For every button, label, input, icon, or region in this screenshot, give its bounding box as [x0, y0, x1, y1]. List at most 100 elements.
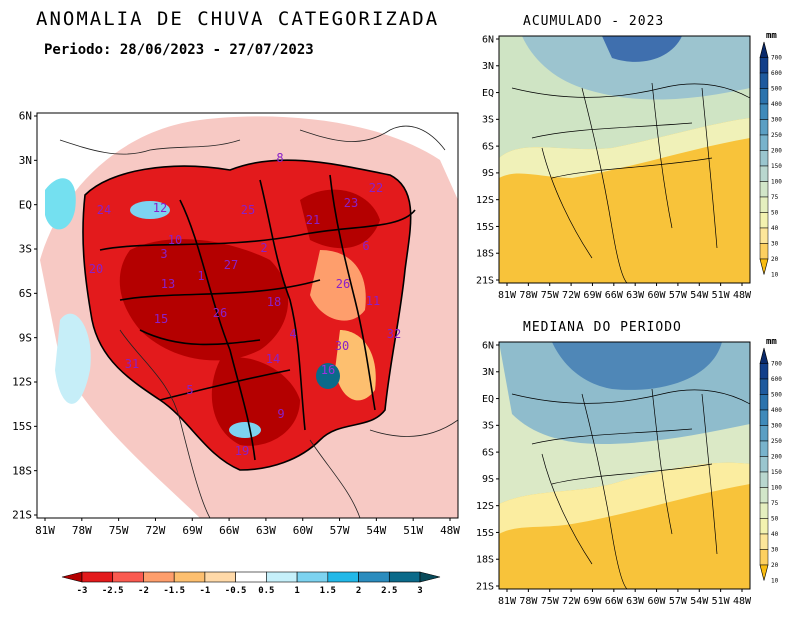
mm-colorbar-tick-label: 600	[771, 70, 782, 77]
basin-label: 15	[154, 312, 168, 326]
acumulado-rivers	[511, 82, 750, 283]
mm-colorbar-arrow-top	[759, 41, 769, 58]
lon-tick-label: 63W	[626, 596, 645, 607]
mm-colorbar-swatch	[759, 212, 769, 229]
lat-tick-label: 18S	[12, 464, 32, 477]
colorbar-swatch	[143, 571, 175, 583]
basin-label: 13	[161, 277, 175, 291]
basin-label: 19	[235, 444, 249, 458]
mm-colorbar-tick-label: 50	[771, 210, 779, 217]
transition-region	[499, 462, 750, 534]
colorbar-tick-label: -2.5	[102, 586, 124, 596]
mm-colorbar-tick-label: 500	[771, 86, 782, 93]
mediana-rivers	[511, 388, 750, 589]
lat-tick-label: 3N	[19, 154, 32, 167]
colorbar-tick-label: -1	[199, 586, 210, 596]
colorbar-swatch	[204, 571, 236, 583]
mediana-lon-axis: 81W 78W 75W 72W 69W 66W 63W 60W 57W 54W 51W 48W	[498, 589, 752, 607]
mm-colorbar-swatch	[759, 518, 769, 535]
lon-tick-label: 57W	[669, 290, 688, 301]
basin-label: 1	[197, 269, 204, 283]
basin-moderate-east	[310, 250, 366, 321]
lat-tick-label: 6S	[19, 287, 32, 300]
wet-spot-south	[229, 422, 261, 438]
mm-colorbar-swatch	[759, 119, 769, 136]
mm-colorbar-swatch	[759, 409, 769, 426]
colorbar-swatch	[388, 571, 421, 583]
lat-tick-label: EQ	[19, 198, 32, 211]
colorbar-swatch	[81, 571, 114, 583]
mm-colorbar-swatch	[759, 196, 769, 213]
basin-extreme-south	[211, 357, 300, 446]
very-wet-region-north	[602, 36, 682, 62]
basin-label: 30	[335, 339, 349, 353]
mm-colorbar-tick-label: 600	[771, 376, 782, 383]
mm-colorbar-tick-label: 50	[771, 516, 779, 523]
mm-colorbar-swatch	[759, 103, 769, 120]
mm-colorbar-tick-label: 40	[771, 531, 779, 538]
mm-colorbar-swatch	[759, 378, 769, 395]
mm-colorbar-swatch	[759, 181, 769, 198]
wet-spot-north	[130, 201, 170, 219]
colorbar-swatch	[173, 571, 206, 583]
lat-tick-label: 3N	[482, 61, 494, 72]
mm-colorbar-arrow-bottom	[759, 258, 769, 275]
lat-tick-label: 12S	[476, 195, 494, 206]
lon-tick-label: 63W	[626, 290, 645, 301]
basin-label: 31	[125, 357, 139, 371]
mm-colorbar-swatch	[759, 227, 769, 244]
mm-colorbar-tick-label: 75	[771, 500, 779, 507]
basin-label: 32	[387, 327, 401, 341]
basin-label: 22	[369, 181, 383, 195]
basin-label: 26	[213, 306, 227, 320]
mm-colorbar-tick-label: 75	[771, 194, 779, 201]
mm-colorbar-swatch	[759, 533, 769, 550]
wet-region-west	[45, 178, 76, 230]
very-wet-region	[552, 342, 722, 390]
lon-tick-label: 48W	[733, 596, 752, 607]
basin-label: 18	[267, 295, 281, 309]
basin-extreme-center	[119, 239, 289, 361]
lon-tick-label: 51W	[712, 596, 731, 607]
basin-label: 23	[344, 196, 358, 210]
lat-tick-label: 6S	[482, 447, 494, 458]
lat-tick-label: 12S	[476, 501, 494, 512]
mm-colorbar-swatch	[759, 57, 769, 74]
mm-colorbar-mediana: mm 700 600 500 400 300 250 200 150 100 75 50 40 30 20 1…	[759, 337, 782, 585]
mediana-lat-axis: 6N 3N EQ 3S 6S 9S 12S 15S 18S 21S	[476, 340, 499, 592]
mm-colorbar-tick-label: 150	[771, 469, 782, 476]
basin-boundaries	[82, 159, 416, 471]
mm-colorbar-tick-label: 400	[771, 407, 782, 414]
anomaly-map: 24 12 25 8 21 23 22 10 3 2 20 13 1 27 6 …	[12, 110, 460, 537]
basin-label: 14	[266, 352, 280, 366]
colorbar-tick-label: 1.5	[320, 586, 336, 596]
colorbar-tick-label: 0.5	[258, 586, 274, 596]
colorbar-arrow-right	[419, 571, 441, 583]
basin-label: 21	[306, 213, 320, 227]
mm-colorbar-acumulado: mm 700 600 500 400 300 250 200 150 100 75 50 40 30 20 1…	[759, 31, 782, 279]
lon-tick-label: 51W	[403, 524, 423, 537]
lon-tick-label: 57W	[669, 596, 688, 607]
mm-colorbar-swatch	[759, 88, 769, 105]
basin-label: 2	[260, 241, 267, 255]
mm-colorbar-tick-label: 30	[771, 547, 779, 554]
mm-colorbar-tick-label: 30	[771, 241, 779, 248]
colorbar-swatch	[266, 571, 298, 583]
basin-labels: 24 12 25 8 21 23 22 10 3 2 20 13 1 27 6 …	[89, 151, 401, 458]
period-label: Periodo: 28/06/2023 - 27/07/2023	[44, 42, 314, 58]
acumulado-map: 6N 3N EQ 3S 6S 9S 12S 15S 18S 21S 81W 78W 75W 72W 69W…	[476, 34, 752, 301]
lat-tick-label: 18S	[476, 555, 494, 566]
lon-tick-label: 54W	[690, 596, 709, 607]
mm-colorbar-tick-label: 700	[771, 361, 782, 368]
lon-tick-label: 72W	[146, 524, 166, 537]
basin-label: 4	[289, 327, 296, 341]
lon-tick-label: 69W	[182, 524, 202, 537]
lon-tick-label: 54W	[366, 524, 386, 537]
basin-label: 16	[321, 363, 335, 377]
lat-tick-label: 6N	[482, 34, 494, 45]
lat-tick-label: 18S	[476, 249, 494, 260]
mm-colorbar-tick-label: 400	[771, 101, 782, 108]
basin-label: 11	[366, 294, 380, 308]
acumulado-title: ACUMULADO - 2023	[523, 14, 665, 29]
lon-tick-label: 63W	[256, 524, 276, 537]
